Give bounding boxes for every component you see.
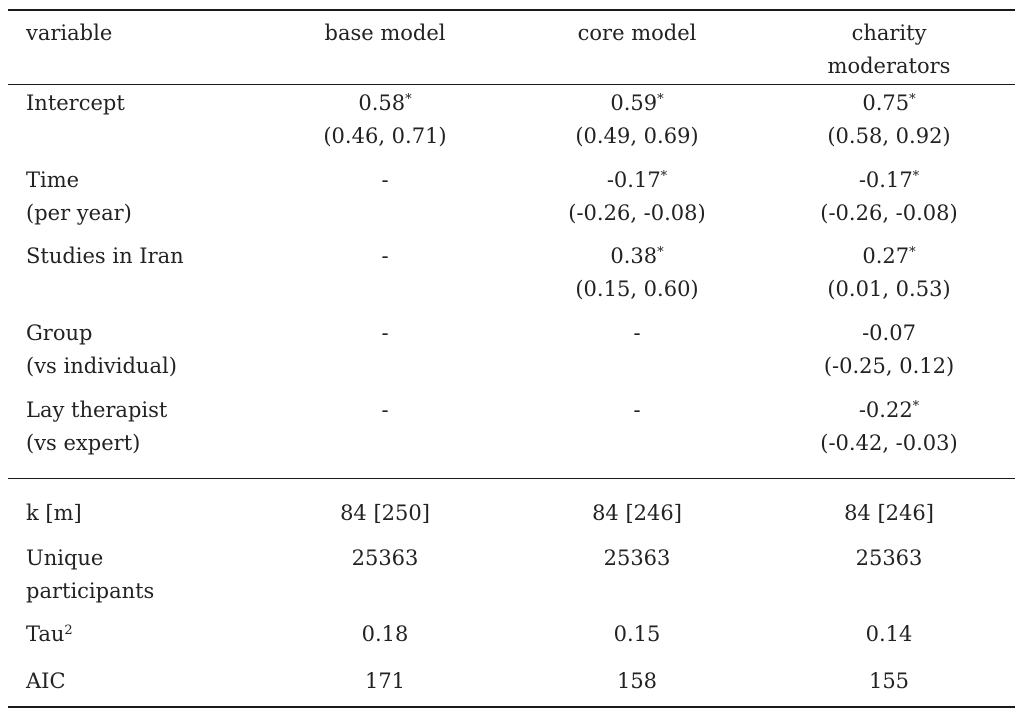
row-intercept-charity-ci: (0.58, 0.92) — [827, 124, 951, 148]
stat-unique-label-sub: participants — [26, 579, 155, 603]
stat-unique-label: Unique — [26, 546, 104, 570]
row-iran-base-est: - — [381, 244, 389, 268]
row-intercept-core-ci: (0.49, 0.69) — [575, 124, 699, 148]
row-lay-charity-ci: (-0.42, -0.03) — [820, 431, 958, 455]
stat-tau-label: Tau2 — [26, 622, 73, 646]
header-rule — [8, 84, 1015, 85]
stat-unique-core: 25363 — [603, 546, 671, 570]
row-iran-core-est: 0.38* — [610, 244, 664, 268]
row-group-label-sub: (vs individual) — [26, 354, 177, 378]
row-intercept-label: Intercept — [26, 91, 125, 115]
header-variable: variable — [26, 21, 113, 45]
row-time-label-sub: (per year) — [26, 201, 132, 225]
stat-k-charity: 84 [246] — [844, 501, 934, 525]
stat-aic-label: AIC — [26, 669, 66, 693]
row-iran-label: Studies in Iran — [26, 244, 184, 268]
row-time-charity-est: -0.17* — [858, 168, 920, 192]
row-lay-base-est: - — [381, 398, 389, 422]
row-group-core-est: - — [633, 321, 641, 345]
stat-tau-core: 0.15 — [613, 622, 661, 646]
row-time-core-ci: (-0.26, -0.08) — [568, 201, 706, 225]
bottom-rule — [8, 706, 1015, 708]
top-rule — [8, 9, 1015, 11]
row-group-charity-ci: (-0.25, 0.12) — [823, 354, 955, 378]
row-iran-charity-ci: (0.01, 0.53) — [827, 277, 951, 301]
stat-aic-core: 158 — [616, 669, 658, 693]
stat-aic-base: 171 — [364, 669, 406, 693]
stat-k-label: k [m] — [26, 501, 82, 525]
row-intercept-core-est: 0.59* — [610, 91, 664, 115]
row-intercept-base-ci: (0.46, 0.71) — [323, 124, 447, 148]
header-charity-line1: charity — [851, 21, 927, 45]
row-time-label: Time — [26, 168, 80, 192]
stat-k-core: 84 [246] — [592, 501, 682, 525]
row-lay-label: Lay therapist — [26, 398, 168, 422]
header-base-model: base model — [324, 21, 446, 45]
row-iran-charity-est: 0.27* — [862, 244, 916, 268]
stat-tau-base: 0.18 — [361, 622, 409, 646]
row-intercept-charity-est: 0.75* — [862, 91, 916, 115]
row-time-charity-ci: (-0.26, -0.08) — [820, 201, 958, 225]
stat-k-base: 84 [250] — [340, 501, 430, 525]
stat-tau-charity: 0.14 — [865, 622, 913, 646]
row-time-base-est: - — [381, 168, 389, 192]
row-iran-core-ci: (0.15, 0.60) — [575, 277, 699, 301]
stat-unique-base: 25363 — [351, 546, 419, 570]
header-charity-line2: moderators — [827, 54, 951, 78]
header-core-model: core model — [577, 21, 697, 45]
row-intercept-base-est: 0.58* — [358, 91, 412, 115]
row-group-charity-est: -0.07 — [862, 321, 916, 345]
row-lay-charity-est: -0.22* — [858, 398, 920, 422]
row-lay-core-est: - — [633, 398, 641, 422]
row-time-core-est: -0.17* — [606, 168, 668, 192]
stats-rule — [8, 478, 1015, 479]
row-group-base-est: - — [381, 321, 389, 345]
row-group-label: Group — [26, 321, 93, 345]
stat-aic-charity: 155 — [868, 669, 910, 693]
stat-unique-charity: 25363 — [855, 546, 923, 570]
row-lay-label-sub: (vs expert) — [26, 431, 141, 455]
